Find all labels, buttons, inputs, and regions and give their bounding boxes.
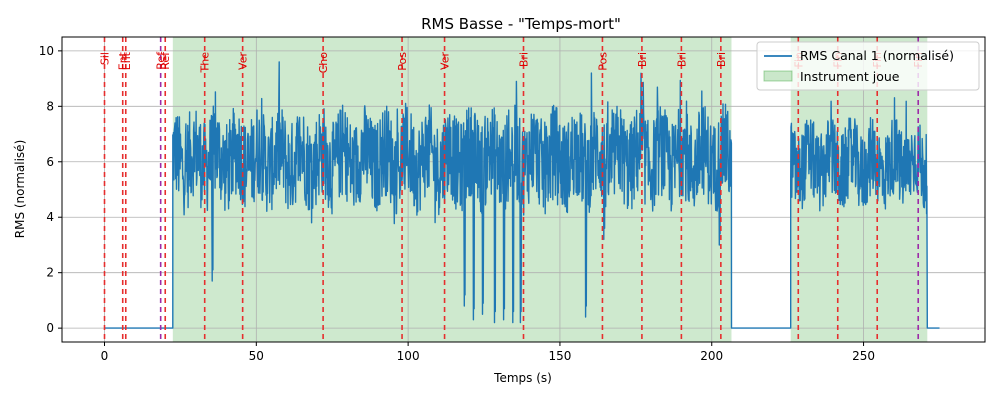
event-marker-label: The bbox=[199, 52, 212, 74]
event-marker-label: Bri bbox=[518, 52, 531, 67]
y-tick-label: 8 bbox=[46, 99, 54, 113]
x-axis: 0 50 100 150 200 250 bbox=[101, 342, 875, 363]
event-marker-label: Pos bbox=[596, 52, 609, 71]
rms-series-line bbox=[104, 61, 940, 329]
legend-entry-instrument: Instrument joue bbox=[800, 69, 900, 84]
plot-frame bbox=[61, 36, 986, 343]
event-marker-label: Ver bbox=[237, 52, 250, 70]
x-axis-label: Temps (s) bbox=[493, 371, 552, 385]
y-tick-label: 2 bbox=[46, 266, 54, 280]
event-marker-label: Ver bbox=[439, 52, 452, 70]
y-tick-label: 6 bbox=[46, 155, 54, 169]
event-marker-label: Bri bbox=[675, 52, 688, 67]
x-tick-label: 250 bbox=[852, 349, 875, 363]
x-tick-label: 200 bbox=[700, 349, 723, 363]
legend-entry-rms: RMS Canal 1 (normalisé) bbox=[800, 48, 954, 63]
y-tick-label: 0 bbox=[46, 321, 54, 335]
event-marker-label: Ent bbox=[120, 51, 133, 70]
chart-title: RMS Basse - "Temps-mort" bbox=[421, 15, 621, 33]
x-tick-label: 50 bbox=[249, 349, 264, 363]
y-tick-label: 4 bbox=[46, 210, 54, 224]
legend: RMS Canal 1 (normalisé) Instrument joue bbox=[756, 41, 980, 91]
event-marker-label: Sil bbox=[99, 52, 112, 65]
y-tick-label: 10 bbox=[39, 44, 54, 58]
event-marker-label: Bri bbox=[715, 52, 728, 67]
event-marker-label: Ref bbox=[159, 51, 172, 70]
legend-span-swatch bbox=[763, 70, 793, 82]
event-marker-label: Ref bbox=[155, 51, 168, 70]
event-marker-label: Bri bbox=[636, 52, 649, 67]
y-axis: 0 2 4 6 8 10 bbox=[39, 44, 62, 335]
event-marker-label: Pos bbox=[396, 52, 409, 71]
y-axis-label: RMS (normalisé) bbox=[13, 140, 27, 239]
x-tick-label: 150 bbox=[548, 349, 571, 363]
x-tick-label: 0 bbox=[101, 349, 109, 363]
event-marker-label: Cho bbox=[317, 52, 330, 74]
x-tick-label: 100 bbox=[397, 349, 420, 363]
legend-frame bbox=[756, 41, 980, 91]
